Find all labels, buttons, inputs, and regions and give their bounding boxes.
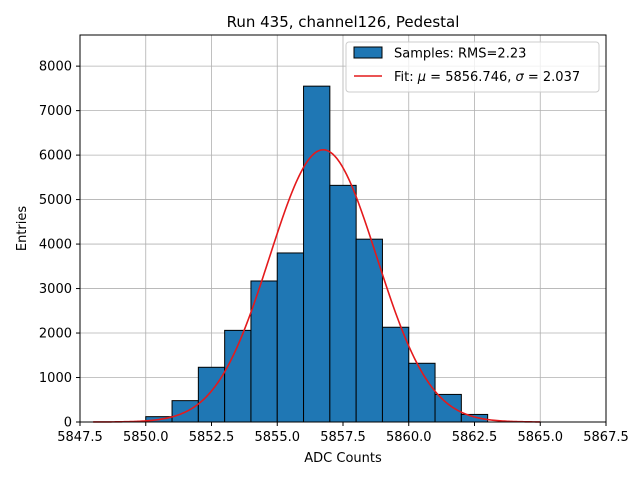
x-tick-label: 5862.5 bbox=[452, 430, 498, 445]
histogram-bar bbox=[355, 238, 383, 423]
axis-ticks: 5847.5 5850.0 5852.5 5855.0 5857.5 5860.0 5862… bbox=[39, 60, 629, 445]
x-tick-label: 5847.5 bbox=[57, 430, 103, 445]
x-tick-label: 5865.0 bbox=[518, 430, 564, 445]
y-tick-label: 5000 bbox=[39, 193, 72, 208]
y-tick-label: 2000 bbox=[39, 327, 72, 342]
x-axis-label: ADC Counts bbox=[304, 451, 382, 466]
x-tick-label: 5850.0 bbox=[123, 430, 169, 445]
fit-curve-group bbox=[93, 148, 541, 423]
legend-fit-sigma-value: = 2.037 bbox=[524, 70, 580, 85]
y-tick-label: 3000 bbox=[39, 282, 72, 297]
x-tick-label: 5860.0 bbox=[386, 430, 432, 445]
y-tick-label: 4000 bbox=[39, 238, 72, 253]
y-tick-label: 6000 bbox=[39, 149, 72, 164]
y-tick-label: 7000 bbox=[39, 104, 72, 119]
x-tick-label: 5857.5 bbox=[320, 430, 366, 445]
legend: Samples: RMS=2.23 Fit: μ = 5856.746, σ =… bbox=[345, 41, 600, 93]
legend-fit-sigma-symbol: σ bbox=[516, 70, 525, 85]
histogram-bar bbox=[381, 326, 410, 423]
histogram-bar bbox=[276, 252, 305, 423]
y-tick-label: 1000 bbox=[39, 371, 72, 386]
fit-curve bbox=[93, 148, 541, 423]
legend-fit-label: Fit: μ = 5856.746, σ = 2.037 bbox=[394, 70, 580, 85]
y-tick-label: 8000 bbox=[39, 60, 72, 75]
legend-samples-label: Samples: RMS=2.23 bbox=[394, 47, 526, 62]
histogram-bar bbox=[434, 393, 462, 423]
y-axis-label: Entries bbox=[15, 206, 30, 252]
chart-title: Run 435, channel126, Pedestal bbox=[227, 13, 460, 31]
x-tick-label: 5852.5 bbox=[189, 430, 235, 445]
histogram-bar bbox=[197, 366, 226, 423]
legend-fit-prefix: Fit: bbox=[394, 70, 418, 85]
x-tick-label: 5855.0 bbox=[255, 430, 301, 445]
legend-samples-patch bbox=[353, 46, 383, 59]
y-tick-label: 0 bbox=[64, 416, 72, 431]
x-tick-label: 5867.5 bbox=[583, 430, 629, 445]
histogram-bar bbox=[303, 85, 331, 423]
legend-box bbox=[345, 41, 600, 93]
legend-fit-mu-value: = 5856.746, bbox=[426, 70, 515, 85]
histogram-bar bbox=[329, 184, 357, 423]
legend-fit-mu-symbol: μ bbox=[417, 70, 426, 85]
histogram-bars bbox=[145, 85, 489, 423]
